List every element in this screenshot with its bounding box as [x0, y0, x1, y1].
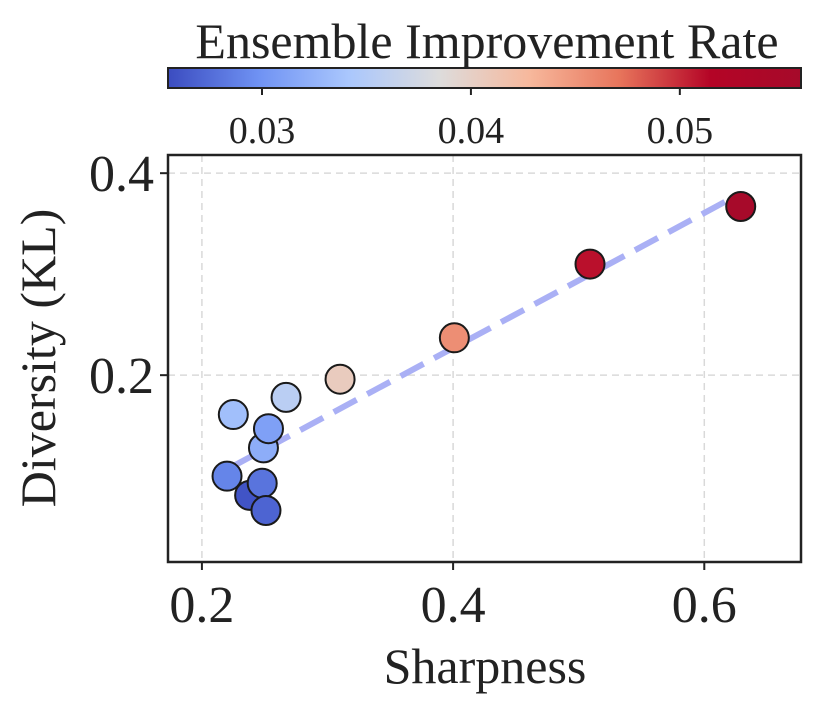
colorbar-ticks: 0.03 0.04 0.05	[229, 88, 713, 152]
colorbar-tick-label: 0.05	[647, 110, 714, 152]
grid-lines	[168, 155, 801, 562]
data-point	[211, 460, 243, 492]
x-axis-label: Sharpness	[384, 638, 587, 694]
data-point	[725, 191, 757, 223]
colorbar-tick-label: 0.03	[229, 110, 296, 152]
plot-background	[168, 155, 801, 562]
data-point	[438, 322, 470, 354]
data-point	[252, 413, 284, 445]
colorbar-title: Ensemble Improvement Rate	[195, 13, 778, 69]
y-axis-label: Diversity (KL)	[10, 209, 66, 508]
data-point	[217, 399, 249, 431]
colorbar-tick-label: 0.04	[438, 110, 505, 152]
data-point	[574, 248, 606, 280]
x-axis-ticks: 0.2 0.4 0.6	[169, 562, 737, 634]
y-tick-label: 0.2	[89, 348, 154, 405]
plot-frame	[166, 153, 803, 564]
data-point	[246, 467, 278, 499]
data-points	[211, 191, 757, 526]
data-point	[270, 381, 302, 413]
colorbar: Ensemble Improvement Rate 0.03 0.04 0.05	[167, 13, 802, 152]
data-point	[324, 363, 356, 395]
trend-line	[231, 190, 743, 469]
plot-area: 0.2 0.4 0.6 0.2 0.4	[89, 146, 803, 634]
x-tick-label: 0.2	[169, 577, 234, 634]
x-tick-label: 0.6	[672, 577, 737, 634]
y-tick-label: 0.4	[89, 146, 154, 203]
x-tick-label: 0.4	[421, 577, 486, 634]
colorbar-strip	[167, 67, 802, 89]
y-axis-ticks: 0.2 0.4	[89, 146, 168, 405]
data-point	[250, 494, 282, 526]
